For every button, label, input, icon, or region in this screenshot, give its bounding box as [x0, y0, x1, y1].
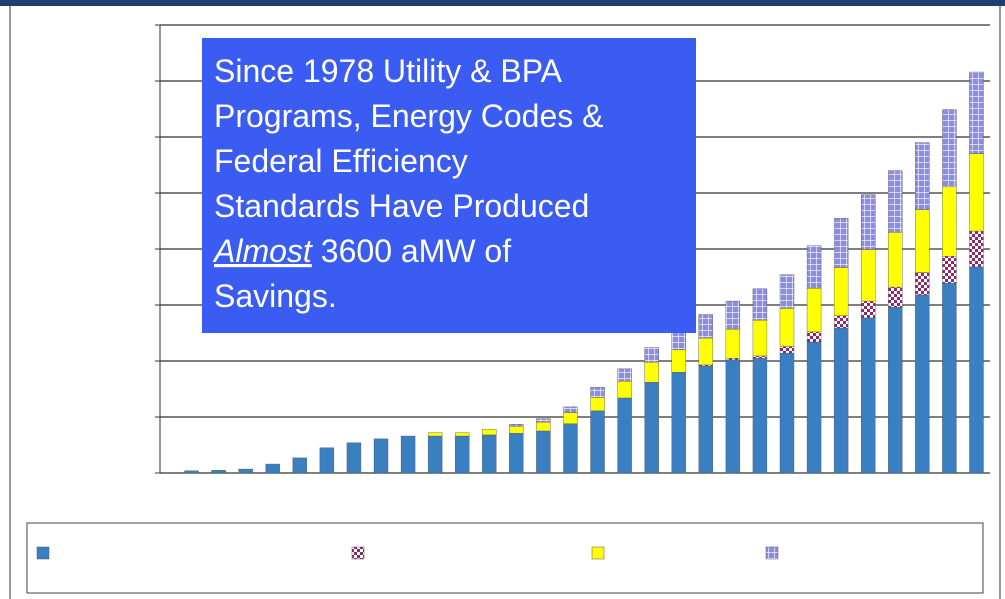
bar-segment	[184, 470, 199, 474]
bar-segment	[319, 447, 335, 474]
bar-segment	[752, 355, 768, 359]
bar-segment	[373, 438, 389, 474]
bar-segment	[563, 423, 578, 474]
bar-segment	[698, 365, 713, 474]
bar-segment	[942, 282, 957, 474]
annotation-line: Programs, Energy Codes &	[214, 98, 604, 134]
bar-segment	[563, 412, 578, 424]
bar-segment	[427, 435, 443, 474]
bar-segment	[806, 288, 822, 333]
bar-segment	[888, 307, 903, 474]
bar-segment	[644, 347, 659, 363]
bar-segment	[455, 435, 470, 474]
bar-segment	[482, 429, 497, 436]
bar-segment	[725, 300, 741, 330]
bar-segment	[644, 382, 659, 474]
bar-segment	[752, 358, 768, 474]
bar-segment	[861, 249, 876, 302]
bar-segment	[265, 463, 280, 474]
bar-segment	[915, 272, 930, 296]
bar-segment	[617, 368, 632, 382]
bar-segment	[698, 314, 713, 339]
bar-segment	[833, 267, 849, 316]
bar-segment	[346, 442, 362, 474]
bar-segment	[942, 186, 957, 257]
bar-segment	[942, 256, 957, 284]
bar-segment	[915, 294, 930, 474]
bar-segment	[427, 432, 443, 437]
bar-segment	[590, 397, 605, 412]
bar-segment	[779, 274, 795, 309]
bar-segment	[725, 359, 741, 474]
bar-segment	[211, 470, 226, 474]
annotation-line: Federal Efficiency	[214, 143, 468, 179]
bar-segment	[617, 380, 632, 399]
bar-segment	[617, 397, 632, 474]
bar-segment	[915, 142, 930, 211]
legend-swatch	[765, 546, 779, 560]
bar-segment	[644, 361, 659, 383]
bar-segment	[833, 315, 849, 329]
legend-swatch	[36, 546, 50, 560]
bar-segment	[969, 71, 984, 155]
bar-segment	[590, 410, 605, 474]
bar-segment	[400, 435, 416, 474]
bar-segment	[779, 346, 795, 354]
bar-segment	[536, 418, 551, 423]
annotation-line: Since 1978 Utility & BPA	[214, 53, 563, 89]
bar-segment	[509, 424, 524, 427]
legend-swatch	[591, 546, 605, 560]
bar-segment	[671, 372, 686, 474]
legend-swatch	[351, 546, 365, 560]
annotation: Since 1978 Utility & BPA Programs, Energy…	[212, 53, 604, 314]
bar-segment	[509, 426, 524, 434]
top-band	[0, 0, 1005, 6]
bar-segment	[969, 230, 984, 268]
bar-segment	[698, 337, 713, 366]
bar-segment	[779, 352, 795, 474]
bar-segment	[752, 288, 768, 321]
bar-segment	[292, 457, 307, 474]
bar-segment	[969, 153, 984, 232]
bar-segment	[806, 331, 822, 343]
bar-segment	[806, 245, 822, 289]
annotation-box	[202, 38, 696, 333]
bar-segment	[861, 194, 876, 250]
bar-segment	[888, 231, 903, 288]
bar-segment	[238, 468, 253, 474]
bar-segment	[915, 209, 930, 273]
bar-segment	[806, 341, 822, 474]
bar-segment	[509, 433, 524, 474]
bar-segment	[536, 430, 551, 474]
legend-items	[36, 546, 779, 560]
bar-segment	[752, 319, 768, 357]
bar-segment	[455, 432, 470, 437]
bar-segment	[671, 349, 686, 373]
bar-segment	[861, 300, 876, 319]
legend	[26, 522, 984, 594]
annotation-line: 3600 aMW of	[321, 233, 511, 269]
annotation-emphasis: Almost	[212, 233, 313, 269]
bar-segment	[833, 217, 849, 268]
bar-segment	[861, 317, 876, 474]
bar-segment	[833, 327, 849, 474]
annotation-line: Standards Have Produced	[214, 188, 589, 224]
bar-segment	[725, 358, 741, 361]
annotation-line: Savings.	[214, 278, 337, 314]
bar-segment	[779, 308, 795, 347]
bar-segment	[888, 170, 903, 233]
bar-segment	[725, 328, 741, 359]
bar-segment	[969, 266, 984, 474]
bar-segment	[942, 109, 957, 188]
bar-segment	[482, 434, 497, 474]
bar-segment	[536, 421, 551, 432]
bar-segment	[888, 286, 903, 308]
bar-segment	[590, 387, 605, 398]
bar-segment	[563, 406, 578, 413]
